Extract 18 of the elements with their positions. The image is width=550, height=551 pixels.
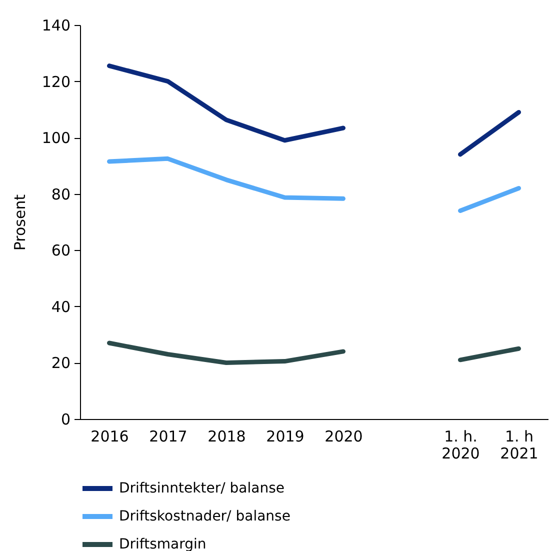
x-tick-label: 2019 [266,428,304,446]
y-tick-label: 0 [60,410,70,428]
y-tick-label: 140 [42,16,70,34]
y-tick-label: 40 [51,298,70,316]
x-tick-label: 2016 [90,428,129,446]
x-tick-label: 1. h 2021 [500,428,538,462]
x-tick-label: 2017 [149,428,188,446]
legend-label: Driftsinntekter/ balanse [119,480,284,496]
x-tick-label: 1. h. 2020 [442,428,480,462]
y-tick-label: 20 [51,354,70,372]
legend-label: Driftskostnader/ balanse [119,508,290,524]
y-tick-label: 100 [42,129,70,148]
y-tick-label: 60 [51,242,70,260]
y-tick-label: 120 [42,72,70,91]
x-tick-label: 2018 [208,428,246,446]
y-axis-title: Prosent [10,194,29,251]
x-tick-label: 2020 [324,428,363,446]
y-tick-label: 80 [51,185,70,204]
